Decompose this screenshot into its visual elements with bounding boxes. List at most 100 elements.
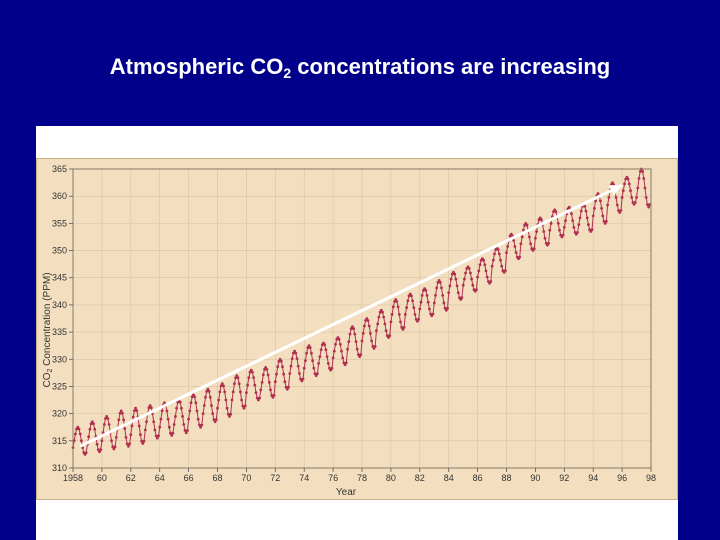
x-tick-label: 92 <box>559 473 569 483</box>
trend-arrow-head <box>608 185 623 196</box>
co2-data-point <box>198 423 201 427</box>
co2-data-point <box>388 334 392 338</box>
co2-data-point <box>461 283 465 287</box>
co2-data-point <box>434 294 437 297</box>
y-tick-label: 320 <box>52 409 67 419</box>
co2-data-point <box>395 300 399 303</box>
co2-data-point <box>123 427 127 430</box>
co2-data-point <box>540 218 543 222</box>
co2-data-point <box>84 451 88 454</box>
co2-data-point <box>601 214 605 218</box>
co2-data-point <box>170 434 174 437</box>
co2-data-point <box>446 306 449 310</box>
co2-data-point <box>585 216 589 220</box>
co2-data-point <box>219 384 223 388</box>
co2-data-point <box>341 356 345 360</box>
co2-data-point <box>363 324 366 328</box>
co2-data-point <box>334 342 337 346</box>
co2-data-point <box>196 417 200 421</box>
co2-data-point <box>192 393 195 396</box>
x-tick-label: 98 <box>646 473 656 483</box>
co2-data-point <box>125 442 129 446</box>
co2-data-point <box>251 370 254 374</box>
co2-data-point <box>318 355 322 358</box>
co2-data-point <box>543 236 547 240</box>
co2-data-point <box>296 364 300 368</box>
co2-data-point <box>211 412 215 415</box>
co2-data-point <box>381 310 384 314</box>
co2-data-point <box>158 425 162 429</box>
co2-data-point <box>535 230 538 233</box>
co2-data-point <box>370 339 373 343</box>
co2-data-point <box>77 427 81 431</box>
co2-data-point <box>145 420 148 424</box>
co2-data-point <box>562 226 566 229</box>
co2-data-point <box>200 423 204 427</box>
co2-data-point <box>455 284 459 288</box>
slide-title: Atmospheric CO2 concentrations are incre… <box>109 54 611 81</box>
co2-data-point <box>74 432 77 436</box>
y-tick-label: 355 <box>52 218 67 228</box>
co2-data-point <box>420 294 424 297</box>
co2-data-point <box>128 442 131 446</box>
y-tick-label: 325 <box>52 381 67 391</box>
co2-data-point <box>384 329 388 333</box>
co2-data-point <box>304 359 307 362</box>
x-tick-label: 78 <box>357 473 367 483</box>
co2-data-point <box>587 223 590 227</box>
co2-data-point <box>242 406 246 410</box>
co2-data-point <box>206 387 210 391</box>
co2-data-point <box>317 362 320 365</box>
co2-data-point <box>273 380 277 384</box>
co2-data-point <box>467 267 471 270</box>
co2-data-point <box>266 373 270 377</box>
co2-data-point <box>352 327 355 331</box>
co2-data-point <box>413 313 417 316</box>
co2-data-point <box>294 351 298 355</box>
co2-data-point <box>641 170 644 173</box>
co2-data-point <box>373 345 377 348</box>
co2-data-point <box>438 281 442 284</box>
co2-data-point <box>390 313 394 316</box>
co2-data-point <box>635 196 638 199</box>
co2-data-point <box>122 418 125 422</box>
co2-data-point <box>448 284 452 288</box>
x-tick-label: 84 <box>444 473 454 483</box>
co2-data-point <box>355 347 359 351</box>
co2-data-point <box>118 411 122 415</box>
co2-data-point <box>418 307 422 311</box>
co2-data-point <box>112 447 116 451</box>
chart-frame: 1958 60 62 64 66 68 70 72 74 76 78 80 82 84 86 88 90 92 94… <box>36 158 678 500</box>
co2-data-point <box>133 409 136 412</box>
y-tick-label: 365 <box>52 164 67 174</box>
co2-data-point <box>520 235 524 239</box>
co2-data-point <box>383 322 387 326</box>
co2-data-point <box>469 271 472 275</box>
co2-data-point <box>113 445 117 449</box>
co2-data-point <box>140 439 143 443</box>
co2-data-point <box>281 365 284 369</box>
co2-data-point <box>367 324 371 328</box>
co2-data-point <box>591 214 595 218</box>
co2-data-point <box>460 296 464 300</box>
co2-data-point <box>272 393 276 397</box>
co2-data-point <box>449 277 453 281</box>
co2-data-point <box>201 412 205 415</box>
co2-data-point <box>240 398 244 402</box>
tick-labels: 1958 60 62 64 66 68 70 72 74 76 78 80 82 84 86 88 90 92 94… <box>52 164 656 483</box>
co2-data-point <box>593 207 596 210</box>
co2-data-point <box>506 245 510 248</box>
co2-data-point <box>147 406 151 410</box>
co2-data-point <box>165 409 169 413</box>
co2-data-point <box>178 400 182 404</box>
co2-data-point <box>258 396 261 400</box>
co2-data-point <box>431 312 435 316</box>
co2-data-point <box>412 306 416 309</box>
co2-data-point <box>117 418 121 422</box>
co2-data-point <box>490 264 494 268</box>
co2-data-point <box>186 429 189 432</box>
co2-data-point <box>235 374 239 377</box>
x-tick-label: 90 <box>530 473 540 483</box>
co2-data-point <box>614 196 618 199</box>
co2-data-point <box>410 294 413 298</box>
